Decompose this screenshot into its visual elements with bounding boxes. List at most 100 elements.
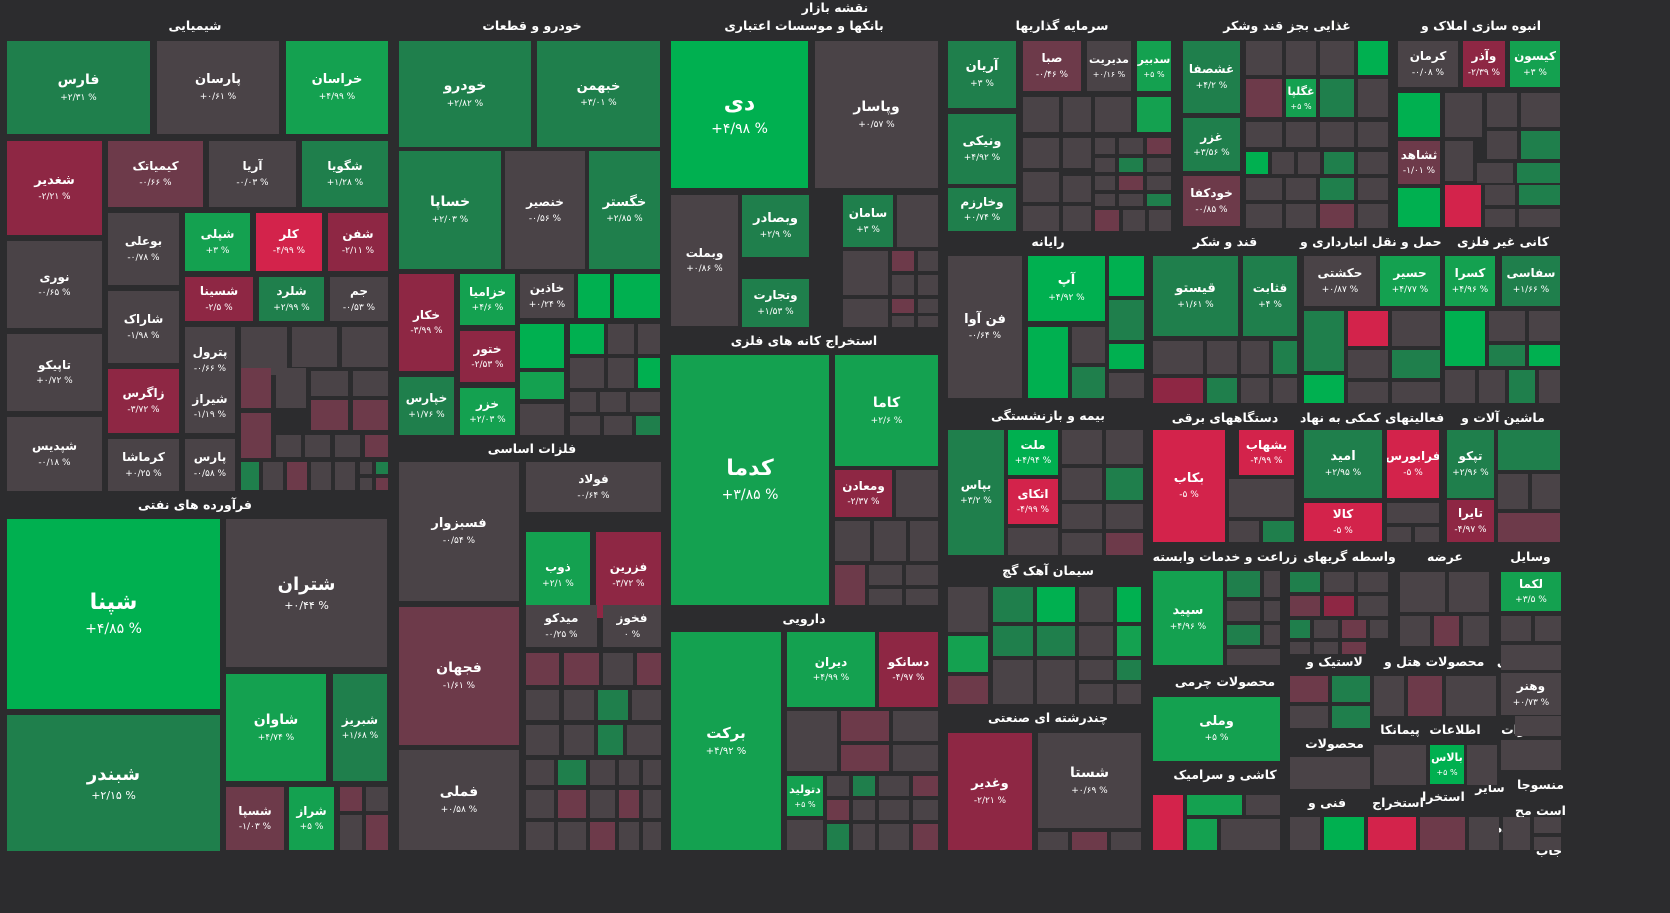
stock-tile-small[interactable] [1377,817,1397,850]
stock-tile-small[interactable] [1037,587,1075,622]
stock-tile-small[interactable] [1509,370,1535,403]
stock-tile-small[interactable] [1408,676,1442,716]
stock-tile-small[interactable] [787,820,823,850]
stock-tile[interactable]: آپ +۴/۹۲ % [1028,256,1105,321]
stock-tile-small[interactable] [1109,373,1144,398]
stock-tile[interactable]: نوری -۰/۶۵ % [7,241,102,328]
stock-tile[interactable]: خنصیر -۰/۵۶ % [505,151,585,269]
stock-tile-small[interactable] [366,815,388,850]
stock-tile-small[interactable] [1227,625,1260,645]
stock-tile[interactable]: زاگرس -۳/۷۲ % [108,369,179,433]
stock-tile-small[interactable] [360,462,372,474]
stock-tile[interactable]: کسرا +۴/۹۶ % [1445,256,1495,306]
stock-tile[interactable]: لکما +۳/۵ % [1501,572,1561,611]
stock-tile-small[interactable] [1314,620,1338,638]
stock-tile-small[interactable] [1187,795,1242,815]
stock-tile-small[interactable] [1535,616,1561,641]
stock-tile[interactable]: سدبیر +۵ % [1137,41,1171,91]
stock-tile-small[interactable] [1290,706,1328,728]
stock-tile-small[interactable] [608,324,634,354]
stock-tile-small[interactable] [1106,430,1143,464]
stock-tile-small[interactable] [1246,795,1280,815]
stock-tile[interactable]: خزر +۲/۰۳ % [460,388,515,435]
stock-tile-small[interactable] [335,435,360,457]
stock-tile[interactable]: شسینا -۲/۵ % [185,277,253,321]
stock-tile[interactable]: وآذر -۲/۳۹ % [1463,41,1505,87]
stock-tile[interactable]: آریا -۰/۰۳ % [209,141,296,207]
stock-tile-small[interactable] [1529,345,1560,366]
stock-tile-small[interactable] [1095,158,1115,172]
stock-tile-small[interactable] [1290,817,1320,850]
stock-tile-small[interactable] [1532,474,1560,509]
stock-tile-small[interactable] [918,299,938,313]
stock-tile-small[interactable] [1037,660,1075,704]
stock-tile-small[interactable] [614,274,660,318]
stock-tile-small[interactable] [632,690,661,720]
stock-tile-small[interactable] [993,587,1033,622]
stock-tile-small[interactable] [1095,210,1119,231]
stock-tile-small[interactable] [1207,341,1237,374]
stock-tile-small[interactable] [1498,513,1560,542]
stock-tile-small[interactable] [893,711,938,741]
stock-tile-small[interactable] [1298,152,1320,174]
stock-tile-small[interactable] [1498,430,1560,470]
stock-tile[interactable]: امید +۲/۹۵ % [1304,430,1382,498]
stock-tile-small[interactable] [1469,817,1499,850]
stock-tile-small[interactable] [241,368,271,408]
stock-tile-small[interactable] [1320,41,1354,75]
stock-tile[interactable]: بوعلی -۰/۷۸ % [108,213,179,285]
stock-tile-small[interactable] [1062,468,1102,500]
stock-tile-small[interactable] [1106,533,1143,555]
stock-tile[interactable]: شراز +۵ % [289,787,334,850]
stock-tile-small[interactable] [1485,209,1515,227]
stock-tile-small[interactable] [1489,311,1525,341]
stock-tile-small[interactable] [1106,504,1143,529]
stock-tile[interactable]: کیسون +۳ % [1510,41,1560,87]
stock-tile[interactable]: کالا -۵ % [1304,503,1382,541]
stock-tile-small[interactable] [1445,311,1485,366]
stock-tile-small[interactable] [604,416,632,435]
stock-tile-small[interactable] [1119,158,1143,172]
stock-tile-small[interactable] [1137,97,1171,132]
stock-tile-small[interactable] [1501,645,1561,670]
stock-tile[interactable]: جم -۰/۵۳ % [330,277,388,321]
stock-tile[interactable]: ختور -۲/۵۳ % [460,331,515,382]
stock-tile[interactable]: تاپیکو +۰/۷۲ % [7,334,102,411]
stock-tile-small[interactable] [1290,596,1320,616]
stock-tile[interactable]: ونیکی +۴/۹۲ % [948,114,1016,184]
stock-tile-small[interactable] [638,324,660,354]
stock-tile-small[interactable] [1324,572,1354,592]
stock-tile[interactable]: کاما +۲/۶ % [835,355,938,466]
stock-tile[interactable]: دتولید +۵ % [787,776,823,816]
stock-tile-small[interactable] [1079,660,1113,680]
stock-tile[interactable]: خاذین +۰/۲۴ % [520,274,574,318]
stock-tile-small[interactable] [526,725,559,755]
stock-tile[interactable]: کلر -۴/۹۹ % [256,213,322,271]
stock-tile-small[interactable] [1286,204,1316,228]
stock-tile-small[interactable] [526,760,554,785]
stock-tile[interactable]: غزر +۳/۵۶ % [1183,118,1240,171]
stock-tile[interactable]: بالاس +۵ % [1430,745,1464,784]
stock-tile-small[interactable] [558,790,586,818]
stock-tile-small[interactable] [1187,819,1217,850]
stock-tile-small[interactable] [570,392,596,412]
stock-tile-small[interactable] [892,316,914,327]
stock-tile-small[interactable] [1119,194,1143,206]
stock-tile-small[interactable] [1117,684,1141,704]
stock-tile-small[interactable] [1521,131,1560,159]
stock-tile-small[interactable] [643,790,661,818]
stock-tile-small[interactable] [1109,300,1144,340]
stock-tile-small[interactable] [1517,163,1560,183]
stock-tile-small[interactable] [1246,178,1282,200]
stock-tile-small[interactable] [241,327,287,375]
stock-tile-small[interactable] [526,822,554,850]
stock-tile-small[interactable] [841,711,889,741]
stock-tile-small[interactable] [570,358,604,388]
stock-tile-small[interactable] [948,676,988,704]
stock-tile-small[interactable] [1477,163,1513,183]
stock-tile-small[interactable] [342,327,388,367]
stock-tile-small[interactable] [1147,158,1171,172]
stock-tile-small[interactable] [241,413,271,458]
stock-tile[interactable]: شبریز +۱/۶۸ % [333,674,387,781]
stock-tile[interactable]: فن آوا -۰/۶۴ % [948,256,1022,398]
